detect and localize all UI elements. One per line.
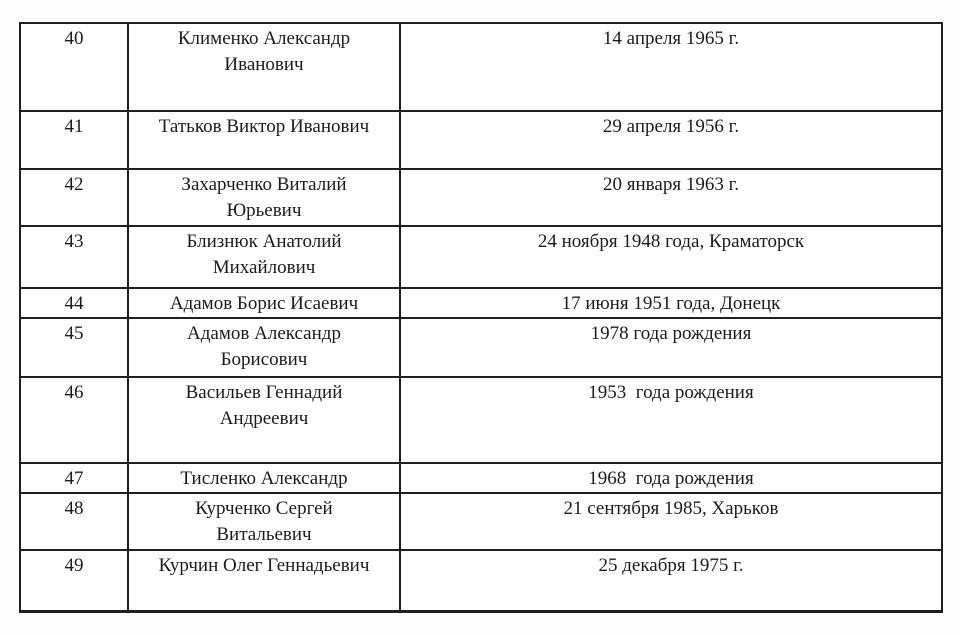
row-number-cell: 49 xyxy=(19,549,129,612)
person-name-cell: Адамов Александр Борисович xyxy=(127,317,401,378)
birthdate-cell: 17 июня 1951 года, Донецк xyxy=(399,287,943,319)
birthdate-cell: 24 ноября 1948 года, Краматорск xyxy=(399,225,943,289)
row-number-cell: 41 xyxy=(19,110,129,170)
row-number-cell: 40 xyxy=(19,22,129,112)
persons-table: 40 Клименко Александр Иванович 14 апреля… xyxy=(19,22,943,613)
person-name-cell: Курчин Олег Геннадьевич xyxy=(127,549,401,612)
table-row: 42 Захарченко Виталий Юрьевич 20 января … xyxy=(19,168,943,227)
birthdate-cell: 1978 года рождения xyxy=(399,317,943,378)
table-row: 40 Клименко Александр Иванович 14 апреля… xyxy=(19,22,943,112)
row-number-cell: 42 xyxy=(19,168,129,227)
row-number-cell: 45 xyxy=(19,317,129,378)
table-row: 45 Адамов Александр Борисович 1978 года … xyxy=(19,317,943,378)
birthdate-cell: 1968 года рождения xyxy=(399,462,943,494)
table-row: 44 Адамов Борис Исаевич 17 июня 1951 год… xyxy=(19,287,943,319)
person-name-cell: Курченко Сергей Витальевич xyxy=(127,492,401,551)
person-name-cell: Татьков Виктор Иванович xyxy=(127,110,401,170)
table-row: 49 Курчин Олег Геннадьевич 25 декабря 19… xyxy=(19,549,943,612)
table-row: 48 Курченко Сергей Витальевич 21 сентябр… xyxy=(19,492,943,551)
birthdate-cell: 29 апреля 1956 г. xyxy=(399,110,943,170)
birthdate-cell: 20 января 1963 г. xyxy=(399,168,943,227)
person-name-cell: Тисленко Александр xyxy=(127,462,401,494)
birthdate-cell: 14 апреля 1965 г. xyxy=(399,22,943,112)
row-number-cell: 44 xyxy=(19,287,129,319)
person-name-cell: Близнюк Анатолий Михайлович xyxy=(127,225,401,289)
row-number-cell: 47 xyxy=(19,462,129,494)
table-row: 41 Татьков Виктор Иванович 29 апреля 195… xyxy=(19,110,943,170)
birthdate-cell: 21 сентября 1985, Харьков xyxy=(399,492,943,551)
table-row: 46 Васильев Геннадий Андреевич 1953 года… xyxy=(19,376,943,464)
table-row: 43 Близнюк Анатолий Михайлович 24 ноября… xyxy=(19,225,943,289)
person-name-cell: Адамов Борис Исаевич xyxy=(127,287,401,319)
person-name-cell: Васильев Геннадий Андреевич xyxy=(127,376,401,464)
persons-table-body: 40 Клименко Александр Иванович 14 апреля… xyxy=(19,22,943,612)
birthdate-cell: 1953 года рождения xyxy=(399,376,943,464)
table-row: 47 Тисленко Александр 1968 года рождения xyxy=(19,462,943,494)
row-number-cell: 48 xyxy=(19,492,129,551)
person-name-cell: Клименко Александр Иванович xyxy=(127,22,401,112)
row-number-cell: 43 xyxy=(19,225,129,289)
person-name-cell: Захарченко Виталий Юрьевич xyxy=(127,168,401,227)
row-number-cell: 46 xyxy=(19,376,129,464)
birthdate-cell: 25 декабря 1975 г. xyxy=(399,549,943,612)
